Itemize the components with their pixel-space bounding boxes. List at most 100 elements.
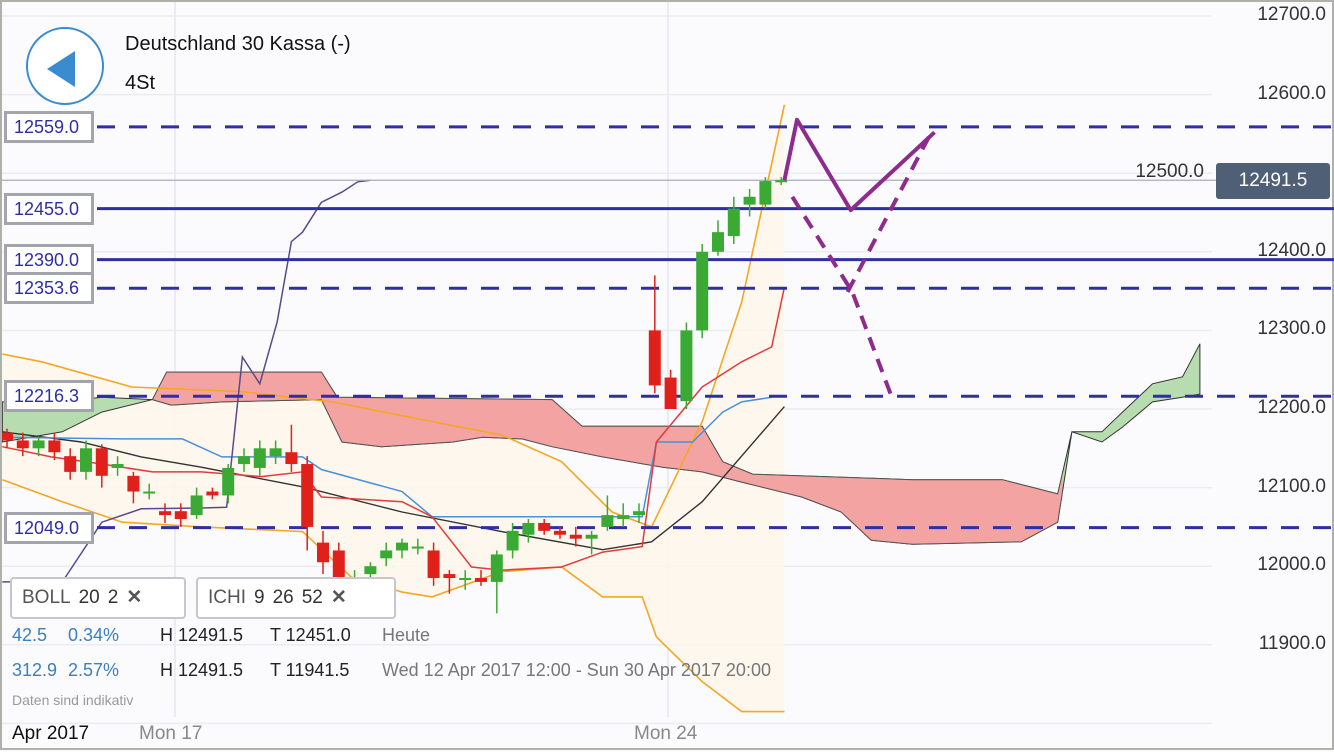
indicator-param: 2 xyxy=(107,587,119,608)
candle xyxy=(475,577,487,582)
indicator-param: 20 xyxy=(78,587,100,608)
candle xyxy=(680,330,693,402)
stat-high: H 12491.5 xyxy=(160,660,244,680)
candle xyxy=(759,181,772,205)
indicator-ichi[interactable]: ICHI 9 26 52 ✕ xyxy=(196,577,396,619)
indicator-param: 52 xyxy=(301,587,323,608)
ichimoku-base-line xyxy=(2,406,785,551)
stat-low: T 12451.0 xyxy=(270,625,351,645)
x-axis-tick: Mon 17 xyxy=(139,723,203,744)
y-axis-label: 12200.0 xyxy=(1257,397,1326,418)
candle xyxy=(159,511,171,516)
candle xyxy=(143,491,156,494)
candle xyxy=(443,574,456,578)
candle xyxy=(522,522,535,535)
projection-solid xyxy=(782,117,936,213)
level-label[interactable]: 12455.0 xyxy=(4,192,94,225)
candle xyxy=(396,542,408,551)
stat-high: H 12491.5 xyxy=(160,625,244,645)
candle xyxy=(633,511,645,516)
candle xyxy=(727,208,740,237)
candle xyxy=(490,554,503,582)
candle xyxy=(664,377,677,409)
x-axis-tick: Mon 24 xyxy=(634,723,698,744)
back-arrow-icon xyxy=(47,51,75,87)
stat-range: Heute xyxy=(382,625,431,645)
candle xyxy=(32,440,45,449)
candle xyxy=(617,515,630,520)
candle xyxy=(332,550,345,578)
stat-pct: 2.57% xyxy=(68,660,120,680)
stat-change: 312.9 xyxy=(12,660,58,680)
stat-range: Wed 12 Apr 2017 12:00 - Sun 30 Apr 2017 … xyxy=(382,660,771,680)
stat-pct: 0.34% xyxy=(68,625,120,645)
candle xyxy=(238,456,250,465)
indicator-param: 9 xyxy=(254,587,265,608)
y-axis-label: 11900.0 xyxy=(1258,632,1326,654)
candle xyxy=(285,452,298,465)
disclaimer: Daten sind indikativ xyxy=(12,692,134,708)
ichimoku-lagging xyxy=(2,179,371,583)
bollinger-lower xyxy=(2,478,785,713)
level-label[interactable]: 12216.3 xyxy=(4,380,94,413)
candle xyxy=(111,464,124,468)
candle xyxy=(48,440,61,453)
candle xyxy=(696,251,709,331)
ichimoku-cloud-bearish xyxy=(152,371,1063,545)
candle xyxy=(712,232,724,252)
level-label[interactable]: 12559.0 xyxy=(4,110,94,143)
current-price-badge: 12491.5 xyxy=(1216,163,1330,199)
x-axis-month: Apr 2017 xyxy=(12,723,90,744)
stat-low: T 11941.5 xyxy=(270,660,350,680)
level-label[interactable]: 12390.0 xyxy=(4,243,94,276)
candle xyxy=(538,522,551,531)
timeframe-label[interactable]: 4St xyxy=(125,72,156,94)
candle xyxy=(16,440,29,449)
indicator-name: ICHI xyxy=(208,587,246,608)
candle xyxy=(80,448,92,472)
indicator-param: 26 xyxy=(272,587,294,608)
close-icon[interactable]: ✕ xyxy=(126,587,143,608)
candle xyxy=(775,180,788,183)
candle xyxy=(127,475,140,492)
indicator-name: BOLL xyxy=(22,587,71,608)
candle xyxy=(648,330,661,386)
candle xyxy=(301,464,314,527)
candle xyxy=(569,534,582,539)
candle xyxy=(364,566,377,575)
y-axis-label: 12400.0 xyxy=(1257,239,1326,261)
instrument-title: Deutschland 30 Kassa (-) xyxy=(125,33,351,55)
bollinger-fill xyxy=(2,104,785,712)
y-axis-label: 12000.0 xyxy=(1257,554,1326,576)
close-icon[interactable]: ✕ xyxy=(330,587,347,608)
candle xyxy=(427,550,440,578)
candle xyxy=(269,448,282,457)
candle xyxy=(411,546,424,549)
ichimoku-tenkan xyxy=(2,287,786,571)
candle xyxy=(206,491,219,496)
back-button[interactable] xyxy=(26,27,104,105)
y-axis-label: 12700.0 xyxy=(1257,4,1326,25)
level-label[interactable]: 12049.0 xyxy=(4,511,94,544)
candle xyxy=(190,495,203,516)
candle xyxy=(95,448,108,476)
candle xyxy=(743,196,756,205)
y-axis-label: 12100.0 xyxy=(1257,475,1326,497)
candle xyxy=(174,511,187,520)
candle xyxy=(506,530,519,551)
stat-change: 42.5 xyxy=(12,625,48,645)
candle xyxy=(601,515,614,527)
candle xyxy=(64,456,77,472)
y-axis-label: 12600.0 xyxy=(1257,82,1326,104)
projection-dashed xyxy=(790,195,894,398)
candle xyxy=(317,542,329,563)
indicator-boll[interactable]: BOLL 20 2 ✕ xyxy=(10,577,186,619)
candle xyxy=(585,534,598,539)
level-label[interactable]: 12353.6 xyxy=(4,272,94,305)
candle xyxy=(459,577,472,580)
candle xyxy=(554,530,566,535)
projection-dashed xyxy=(845,131,934,293)
candle xyxy=(222,467,235,496)
y-axis-label: 12500.0 xyxy=(1135,161,1204,183)
